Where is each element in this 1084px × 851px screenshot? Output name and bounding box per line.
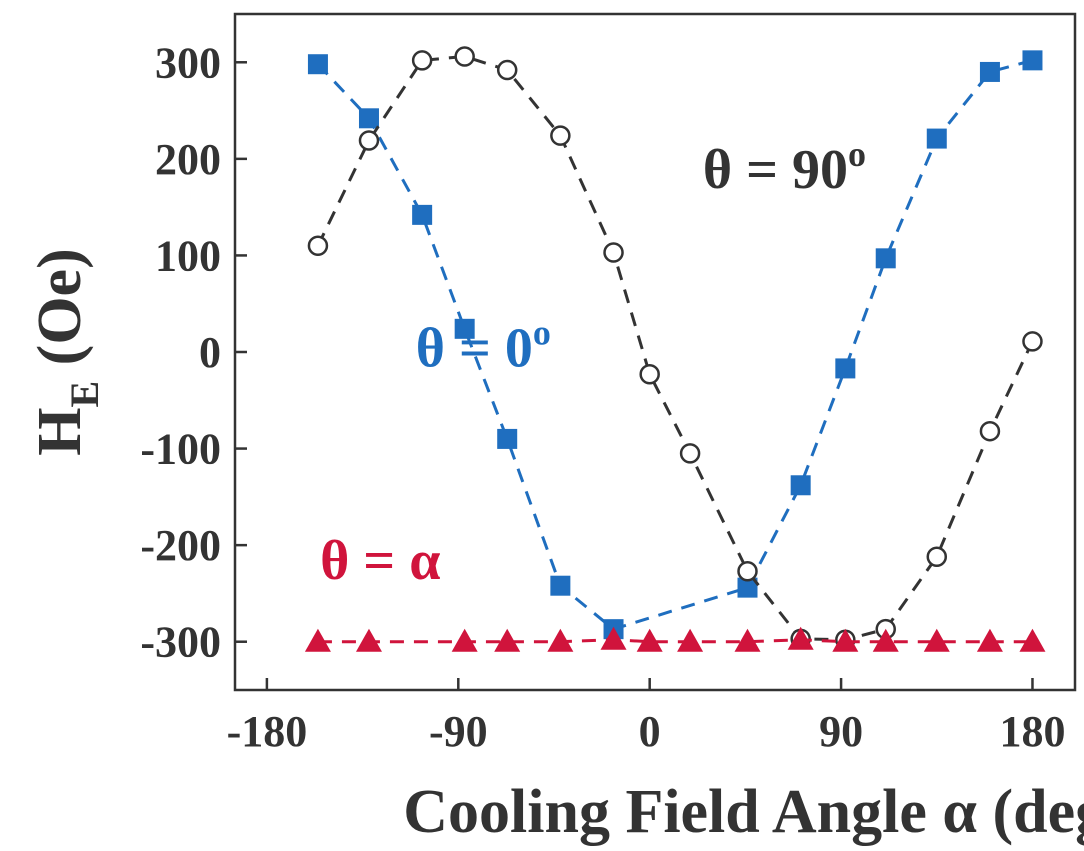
triangle-marker <box>636 628 663 652</box>
series-line <box>316 54 1034 642</box>
triangle-marker <box>451 628 478 652</box>
series-label-text: θ = 90 <box>703 139 848 201</box>
circle-marker <box>454 46 475 67</box>
circle-marker <box>639 363 660 385</box>
triangle-marker <box>547 628 574 652</box>
square-marker <box>1022 50 1043 71</box>
y-tick-label: 200 <box>155 135 221 184</box>
square-marker <box>358 108 379 129</box>
circle-marker <box>679 443 701 464</box>
x-tick-label: 90 <box>819 707 863 756</box>
x-tick-label: 0 <box>639 707 661 756</box>
series-line <box>317 638 1033 644</box>
square-marker <box>412 204 433 225</box>
triangle-marker <box>1019 628 1046 652</box>
circle-marker <box>496 59 518 81</box>
circle-marker <box>737 560 758 582</box>
square-marker <box>835 358 856 379</box>
series-label-sup: o <box>533 312 551 352</box>
triangle-marker <box>832 628 859 652</box>
y-tick-label: 300 <box>155 38 221 87</box>
x-tick-label: -90 <box>429 707 488 756</box>
square-marker <box>926 128 947 149</box>
circle-marker <box>979 420 1001 442</box>
y-tick-label: -200 <box>140 521 221 570</box>
triangle-marker <box>677 628 704 652</box>
square-marker <box>307 54 328 75</box>
square-marker <box>550 575 571 596</box>
x-tick-label: 180 <box>999 707 1065 756</box>
series-label-sup: o <box>848 134 866 174</box>
x-tick-label: -180 <box>227 707 308 756</box>
y-label-sub: E <box>62 381 107 408</box>
triangle-marker <box>494 628 521 652</box>
triangle-marker <box>304 628 331 652</box>
y-tick-label: 100 <box>155 231 221 280</box>
circle-marker <box>603 242 624 263</box>
triangle-marker <box>355 628 382 652</box>
y-axis-label: HE (Oe) <box>26 248 107 455</box>
triangle-marker <box>923 628 950 652</box>
circle-marker <box>926 546 948 567</box>
triangle-marker <box>976 628 1003 652</box>
y-tick-label: 0 <box>199 328 221 377</box>
series-label: θ = α <box>320 530 440 592</box>
square-marker <box>875 248 896 269</box>
circle-marker <box>411 50 433 71</box>
triangle-marker <box>787 626 814 650</box>
circle-marker <box>358 130 380 151</box>
series-label-text: θ = 0 <box>416 317 533 379</box>
series-label: θ = 0o <box>416 312 551 379</box>
y-tick-label: -300 <box>140 618 221 667</box>
square-marker <box>497 428 518 449</box>
x-axis-label: Cooling Field Angle α (deg) <box>403 778 1084 846</box>
y-label-rest: (Oe) <box>26 248 94 381</box>
triangle-marker <box>600 626 627 650</box>
square-marker <box>979 61 1000 82</box>
y-label-main: H <box>26 408 94 456</box>
square-marker <box>737 577 758 598</box>
triangle-marker <box>872 628 899 652</box>
square-marker <box>454 318 475 339</box>
circle-marker <box>307 235 329 257</box>
triangle-marker <box>734 628 761 652</box>
series-line <box>316 58 1033 631</box>
circle-marker <box>550 125 571 146</box>
series-label-text: θ = α <box>320 530 440 592</box>
circle-marker <box>1022 331 1043 352</box>
series-label: θ = 90o <box>703 134 866 201</box>
y-tick-label: -100 <box>140 425 221 474</box>
square-marker <box>790 475 811 496</box>
